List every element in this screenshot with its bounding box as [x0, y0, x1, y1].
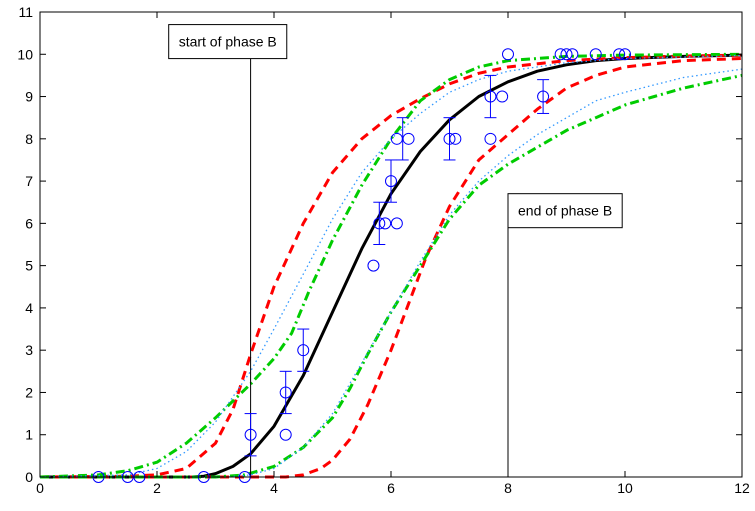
y-tick-label: 10	[17, 46, 33, 62]
observation-point	[589, 48, 602, 61]
series-line-6	[39, 54, 743, 478]
phase-lines	[250, 41, 509, 477]
y-tick-label: 6	[25, 215, 33, 231]
x-tick-label: 10	[617, 480, 633, 496]
observation-point	[502, 48, 514, 61]
series-line-5	[40, 73, 743, 479]
y-tick-label: 9	[25, 89, 33, 105]
observation-point	[402, 132, 415, 145]
series-line-4	[39, 52, 743, 479]
observation-point	[566, 48, 579, 61]
observation-point	[297, 344, 310, 357]
y-tick-label: 7	[25, 173, 33, 189]
y-tick-label: 3	[25, 342, 33, 358]
x-tick-label: 8	[504, 480, 512, 496]
x-axis: 0 2 4 6 8 10 12	[36, 12, 750, 496]
observation-point	[496, 90, 509, 103]
x-tick-label: 6	[387, 480, 395, 496]
observation-point	[443, 132, 456, 145]
observation-point	[373, 217, 386, 230]
y-tick-label: 8	[25, 131, 33, 147]
y-axis: 0 1 2 3 4 5 6 7 8 9 10 11	[17, 4, 742, 485]
x-tick-label: 0	[36, 480, 44, 496]
observation-point	[484, 132, 497, 145]
annotation-label-end: end of phase B	[518, 203, 612, 219]
annotation-label-start: start of phase B	[179, 34, 277, 50]
annotations: start of phase B end of phase B	[168, 24, 623, 229]
y-tick-label: 5	[25, 258, 33, 274]
y-tick-label: 2	[25, 384, 33, 400]
observation-point	[379, 217, 392, 230]
observation-point	[613, 48, 626, 61]
x-tick-label: 2	[153, 480, 161, 496]
observation-point	[560, 48, 573, 61]
x-tick-label: 12	[734, 480, 750, 496]
y-tick-label: 4	[25, 300, 33, 316]
observation-point	[449, 132, 462, 145]
observation-point	[537, 90, 550, 103]
error-bars	[244, 74, 550, 457]
series-line-7	[40, 68, 743, 478]
annotation-box-start	[168, 24, 288, 60]
observation-point	[367, 259, 380, 272]
observation-point	[385, 175, 397, 188]
observation-point	[619, 48, 631, 61]
y-tick-label: 0	[25, 469, 33, 485]
observation-point	[390, 217, 403, 230]
annotation-box-end	[507, 193, 623, 229]
observation-point	[554, 48, 567, 61]
series-line-2	[39, 53, 743, 479]
observation-point	[484, 90, 497, 103]
observation-point	[244, 428, 257, 441]
plot-area	[40, 12, 742, 477]
observation-point	[279, 428, 292, 441]
observation-point	[390, 132, 403, 145]
observation-point	[279, 386, 292, 399]
y-tick-label: 11	[18, 4, 33, 20]
x-tick-label: 4	[270, 480, 278, 496]
y-tick-label: 1	[25, 427, 33, 443]
